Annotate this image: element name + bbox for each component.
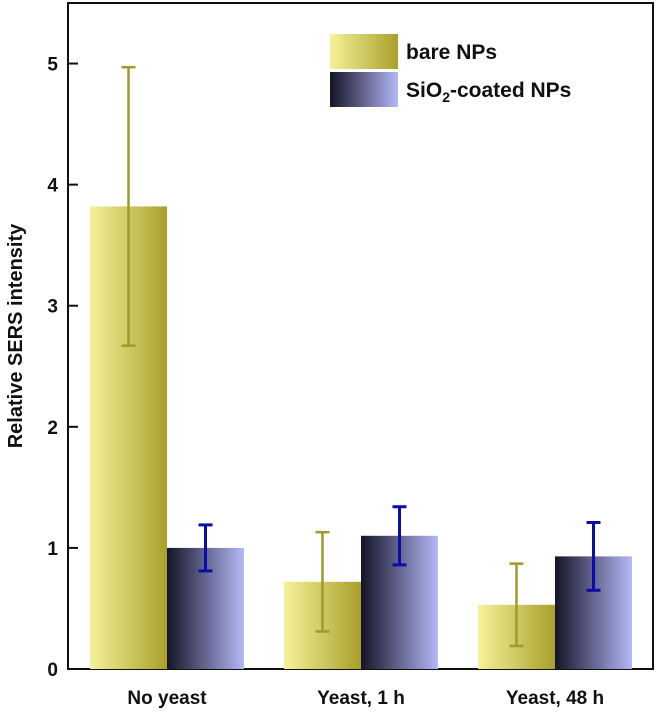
legend-swatch-sio2-coated-nps [330, 72, 398, 107]
legend-label-sio2-coated-nps: SiO2-coated NPs [406, 79, 571, 105]
x-category-label: Yeast, 48 h [506, 688, 604, 709]
y-tick-label: 5 [47, 55, 58, 76]
y-axis: 0 1 2 3 4 5 [47, 55, 78, 681]
x-axis: No yeast Yeast, 1 h Yeast, 48 h [127, 688, 604, 709]
y-axis-title: Relative SERS intensity [5, 223, 27, 448]
y-tick-label: 0 [47, 660, 58, 681]
errorbars-group [121, 65, 601, 648]
x-category-label: No yeast [127, 688, 207, 709]
legend-swatch-bare-nps [330, 34, 398, 69]
y-tick-label: 1 [47, 539, 58, 560]
bars-group [90, 206, 632, 669]
y-tick-label: 2 [47, 418, 58, 439]
y-tick-label: 4 [47, 176, 58, 197]
x-category-label: Yeast, 1 h [317, 688, 405, 709]
legend-label-bare-nps: bare NPs [406, 41, 497, 64]
legend: bare NPs SiO2-coated NPs [330, 34, 571, 107]
y-tick-label: 3 [47, 297, 58, 318]
